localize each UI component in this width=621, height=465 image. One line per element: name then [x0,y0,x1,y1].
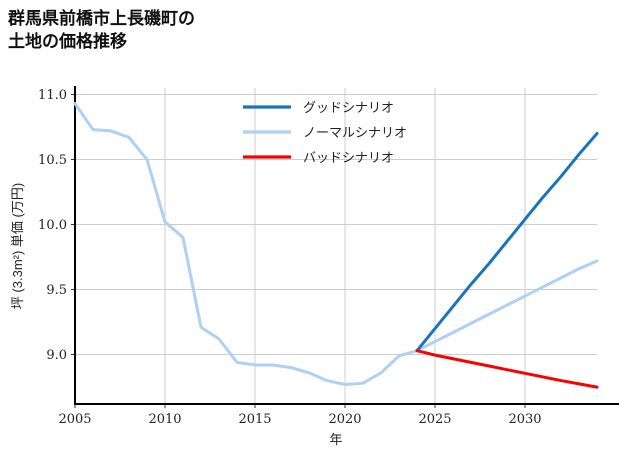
y-tick-label: 10.0 [38,218,67,233]
x-tick-label: 2025 [418,412,451,427]
y-tick-label: 9.5 [46,283,67,298]
y-tick-label: 10.5 [38,153,67,168]
x-axis-title: 年 [329,432,342,447]
y-axis-title: 坪 (3.3m²) 単価 (万円) [10,183,25,309]
x-tick-label: 2020 [328,412,361,427]
y-tick-label: 11.0 [38,88,67,103]
x-tick-label: 2015 [238,412,271,427]
series-line-ノーマルシナリオ [73,102,599,386]
x-tick-label: 2010 [148,412,181,427]
chart-title: 群馬県前橋市上長磯町の 土地の価格推移 [8,9,195,51]
x-tick-label: 2005 [58,412,91,427]
legend-label-バッドシナリオ: バッドシナリオ [303,150,394,165]
legend-label-ノーマルシナリオ: ノーマルシナリオ [303,125,407,140]
y-tick-label: 9.0 [46,348,67,363]
series-line-バッドシナリオ [415,349,599,389]
series-line-グッドシナリオ [415,132,599,353]
legend-label-グッドシナリオ: グッドシナリオ [303,100,394,115]
x-tick-label: 2030 [508,412,541,427]
